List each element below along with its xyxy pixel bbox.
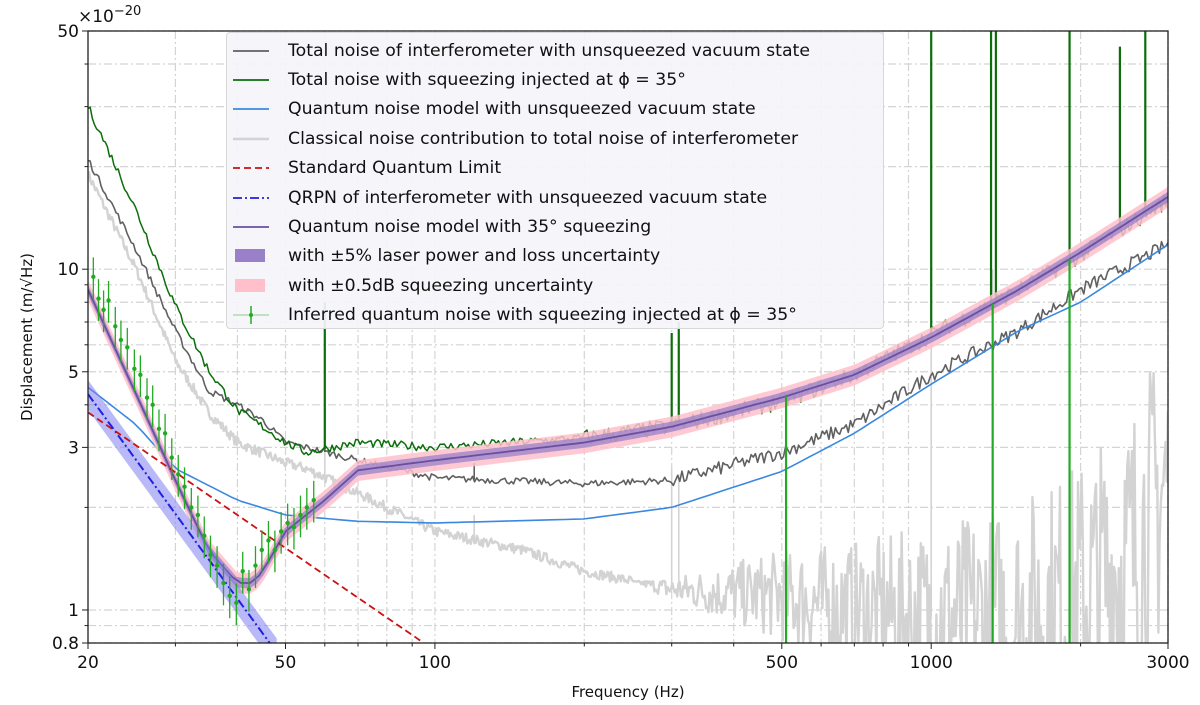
legend-item: with ±0.5dB squeezing uncertainty (233, 271, 883, 300)
legend-label: Quantum noise model with 35° squeezing (288, 217, 652, 238)
legend-item: Total noise of interferometer with unsqu… (233, 36, 883, 65)
legend-marker-icon (233, 167, 269, 170)
inferred-point (259, 547, 265, 553)
legend-label: with ±5% laser power and loss uncertaint… (288, 246, 661, 267)
legend-item: Inferred quantum noise with squeezing in… (233, 301, 883, 330)
legend-item: Classical noise contribution to total no… (233, 124, 883, 153)
y-multiplier-base: ×10 (78, 7, 114, 27)
legend-marker-icon (235, 278, 265, 292)
legend: Total noise of interferometer with unsqu… (226, 32, 884, 329)
x-tick-label: 1000 (910, 653, 953, 673)
inferred-point (150, 402, 155, 408)
legend-marker-icon (233, 79, 269, 81)
legend-label: Classical noise contribution to total no… (288, 128, 799, 149)
legend-marker-icon (233, 226, 269, 228)
inferred-point (291, 524, 297, 530)
inferred-point (272, 547, 278, 553)
inferred-point (304, 505, 310, 510)
y-tick-label: 50 (57, 22, 79, 42)
y-tick-label: 5 (68, 363, 79, 383)
axes: 20 50 100 500 1000 30000.81351050×10−20Freque… (18, 4, 1190, 701)
plot-frame (87, 30, 1169, 644)
y-tick-label: 0.8 (52, 634, 79, 654)
legend-label: Total noise of interferometer with unsqu… (288, 40, 810, 61)
inferred-point (221, 580, 226, 586)
inferred-point (162, 431, 168, 436)
inferred-point (138, 372, 143, 377)
inferred-point (125, 345, 130, 350)
inferred-point (101, 307, 106, 313)
inferred-point (176, 472, 181, 477)
y-axis-label: Displacement (m/√Hz) (18, 253, 36, 421)
x-tick-label: 100 (419, 653, 451, 673)
inferred-point (189, 505, 194, 510)
qrpn-line (88, 393, 271, 643)
y-multiplier: ×10−20 (78, 4, 141, 27)
inferred-point (96, 296, 101, 301)
plot-area (88, 31, 1168, 643)
legend-label: QRPN of interferometer with unsqueezed v… (288, 187, 768, 208)
legend-label: Quantum noise model with unsqueezed vacu… (288, 99, 756, 120)
y-tick-label: 1 (68, 601, 79, 621)
inferred-point (106, 298, 111, 303)
inferred-point (91, 274, 96, 279)
x-tick-label: 3000 (1146, 653, 1189, 673)
legend-item: Quantum noise model with unsqueezed vacu… (233, 95, 883, 124)
legend-item: Standard Quantum Limit (233, 154, 883, 183)
inferred-point (156, 426, 162, 432)
y-tick-label: 3 (68, 438, 79, 458)
inferred-point (240, 568, 245, 574)
inferred-point (311, 497, 316, 503)
legend-label: with ±0.5dB squeezing uncertainty (288, 275, 594, 296)
y-tick-label: 10 (57, 260, 79, 280)
legend-label: Inferred quantum noise with squeezing in… (288, 305, 797, 326)
total-noise-unsqueezed-line (88, 159, 1168, 488)
inferred-point (195, 512, 201, 518)
inferred-point (132, 366, 137, 372)
legend-marker-icon (233, 196, 269, 199)
legend-marker-icon (235, 249, 265, 263)
legend-marker-icon (233, 49, 269, 52)
inferred-point (202, 533, 207, 539)
inferred-point (144, 395, 150, 400)
legend-marker-icon (233, 108, 269, 111)
inferred-point (227, 593, 232, 599)
classical-noise-line (88, 171, 1168, 643)
legend-item: Quantum noise model with 35° squeezing (233, 212, 883, 241)
legend-label: Standard Quantum Limit (288, 158, 502, 179)
inferred-point (214, 563, 220, 568)
legend-label: Total noise with squeezing injected at ϕ… (288, 70, 686, 91)
quantum-noise-unsqueezed-line (88, 244, 1168, 524)
legend-item: Total noise with squeezing injected at ϕ… (233, 65, 883, 94)
legend-marker-icon (233, 306, 269, 325)
inferred-point (298, 512, 303, 518)
x-tick-label: 500 (766, 653, 798, 673)
inferred-point (253, 563, 258, 568)
x-tick-label: 20 (77, 653, 99, 673)
inferred-point (169, 455, 174, 460)
inferred-point (246, 587, 252, 592)
inferred-point (113, 324, 118, 329)
inferred-point (278, 529, 284, 534)
legend-marker-icon (233, 137, 269, 141)
inferred-point (266, 538, 271, 543)
sql-line (88, 411, 425, 643)
y-multiplier-exponent: −20 (114, 4, 141, 19)
x-axis-label: Frequency (Hz) (571, 683, 684, 701)
inferred-point (182, 484, 187, 489)
inferred-point (285, 520, 290, 526)
legend-item: with ±5% laser power and loss uncertaint… (233, 242, 883, 271)
inferred-point (208, 552, 213, 558)
x-tick-label: 50 (275, 653, 297, 673)
legend-item: QRPN of interferometer with unsqueezed v… (233, 183, 883, 212)
inferred-point (118, 337, 124, 343)
inferred-point (234, 600, 239, 605)
